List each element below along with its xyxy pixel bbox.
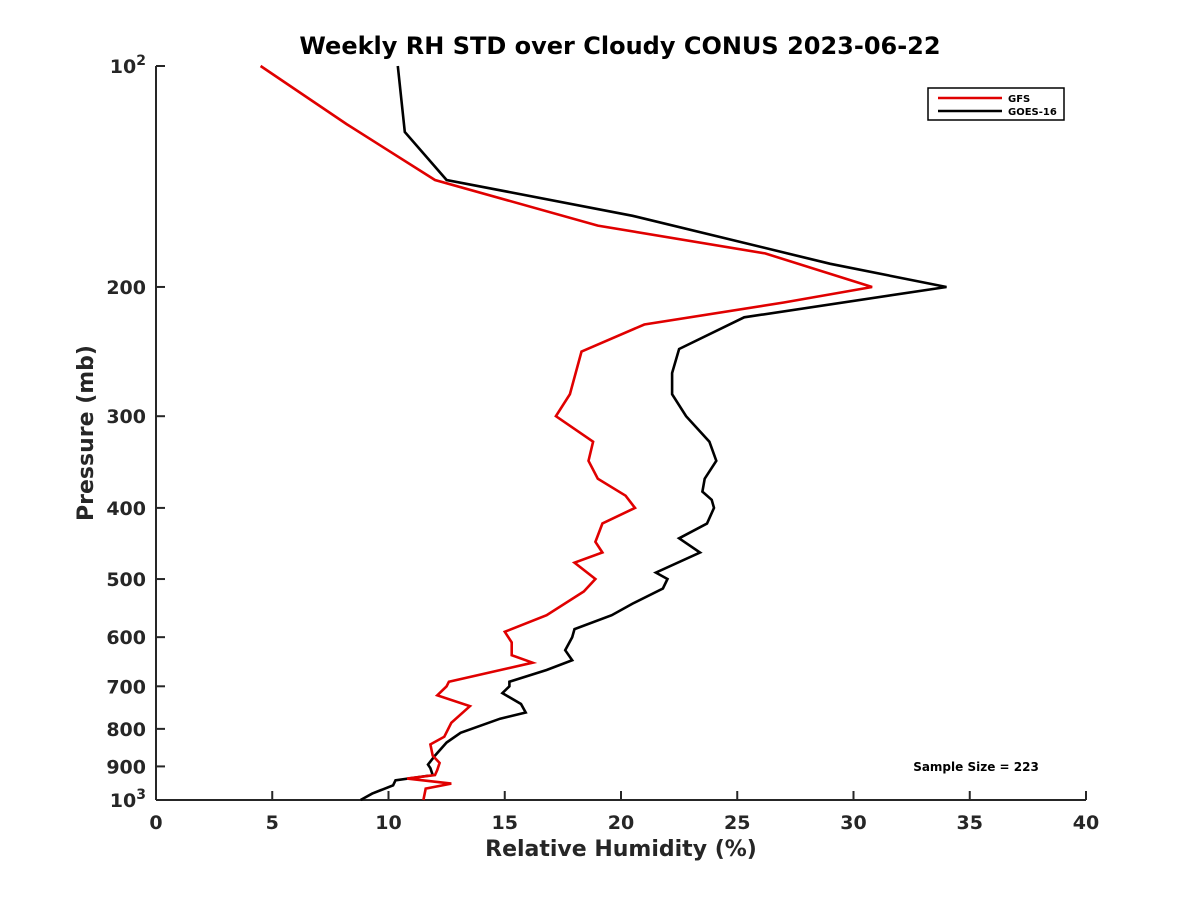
y-tick-label: 900: [106, 756, 146, 778]
x-tick-label: 35: [957, 812, 983, 834]
y-tick-exponent: 2: [136, 53, 146, 69]
x-ticks: 0 5 10 15 20 25 30 35 40: [149, 791, 1099, 834]
x-tick-label: 30: [840, 812, 866, 834]
x-tick-label: 5: [266, 812, 279, 834]
y-tick-label: 300: [106, 406, 146, 428]
x-tick-label: 15: [492, 812, 518, 834]
series-line-goes-16: [359, 65, 947, 802]
y-tick-label: 400: [106, 498, 146, 520]
y-tick-label: 500: [106, 569, 146, 591]
y-tick-base: 10: [110, 790, 136, 812]
x-axis-label: Relative Humidity (%): [485, 837, 757, 862]
legend-box: [927, 87, 1065, 121]
y-tick-exponent: 3: [136, 787, 146, 803]
y-tick-label: 102: [110, 53, 146, 78]
legend-label-goes-16: GOES-16: [1008, 107, 1057, 118]
series-layer: [259, 64, 947, 802]
y-tick-label: 200: [106, 277, 146, 299]
x-tick-label: 40: [1073, 812, 1099, 834]
legend-label-gfs: GFS: [1008, 94, 1030, 105]
x-tick-label: 25: [724, 812, 750, 834]
sample-size-annotation: Sample Size = 223: [913, 760, 1039, 774]
y-tick-label: 600: [106, 627, 146, 649]
series-line-gfs: [259, 64, 873, 801]
chart-title: Weekly RH STD over Cloudy CONUS 2023-06-…: [299, 32, 940, 60]
x-tick-label: 10: [375, 812, 401, 834]
axes: [155, 66, 1086, 801]
x-tick-label: 0: [149, 812, 162, 834]
y-tick-label: 700: [106, 676, 146, 698]
y-tick-label: 800: [106, 719, 146, 741]
y-tick-label: 103: [110, 787, 146, 812]
y-axis-label: Pressure (mb): [74, 345, 99, 521]
y-tick-base: 10: [110, 56, 136, 78]
legend: GFS GOES-16: [927, 87, 1065, 121]
x-tick-label: 20: [608, 812, 634, 834]
